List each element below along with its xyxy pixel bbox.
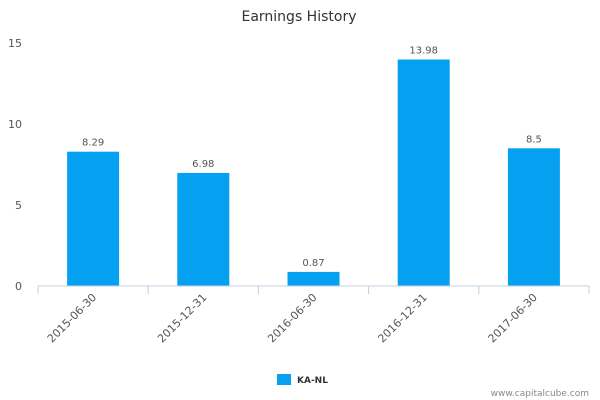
data-label: 8.5 [526,134,542,145]
data-label: 6.98 [192,159,214,170]
x-tick-label: 2015-06-30 [45,291,99,345]
credit-text: www.capitalcube.com [491,389,589,399]
data-label: 13.98 [409,46,438,57]
bar-2015-06-30[interactable] [67,151,120,286]
y-tick-label: 15 [8,37,22,50]
x-tick-label: 2015-12-31 [155,291,209,345]
bar-2015-12-31[interactable] [177,172,230,286]
x-tick-label: 2016-12-31 [375,291,429,345]
bar-2016-12-31[interactable] [397,59,450,286]
data-labels: 8.29 6.98 0.87 13.98 8.5 [82,46,542,269]
bars [67,59,560,286]
bar-2016-06-30[interactable] [287,271,340,286]
bar-2017-06-30[interactable] [507,148,560,286]
chart-title: Earnings History [241,9,356,25]
legend-label-ka-nl[interactable]: KA-NL [297,376,328,386]
x-tick-label: 2017-06-30 [486,291,540,345]
legend[interactable]: KA-NL [277,374,328,386]
y-axis: 0 5 10 15 [8,37,22,293]
x-axis: 2015-06-30 2015-12-31 2016-06-30 2016-12-31… [37,286,590,345]
legend-swatch-ka-nl[interactable] [277,374,291,385]
y-tick-label: 0 [15,280,22,293]
y-tick-label: 5 [15,199,22,212]
y-tick-label: 10 [8,118,22,131]
x-tick-label: 2016-06-30 [265,291,319,345]
data-label: 8.29 [82,138,104,149]
data-label: 0.87 [302,258,324,269]
